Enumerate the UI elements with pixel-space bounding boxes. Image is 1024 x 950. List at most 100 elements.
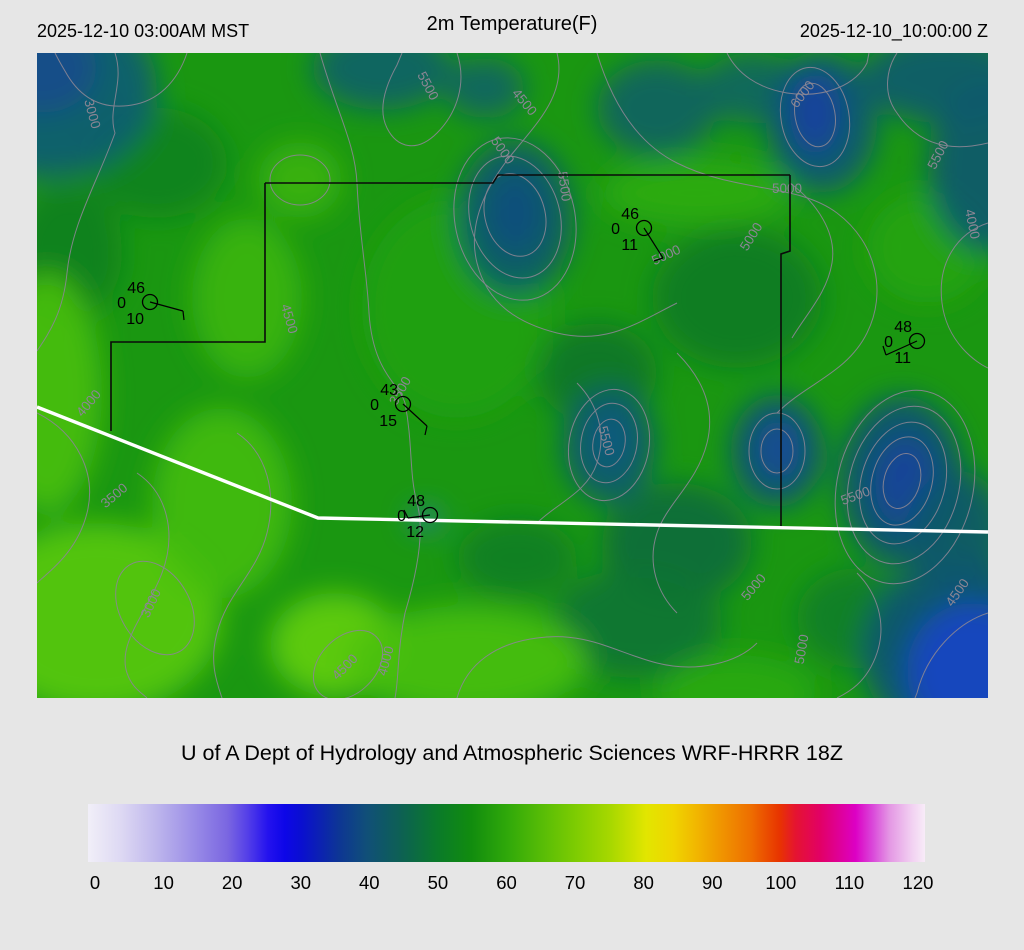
colorbar-tick-label: 10 xyxy=(153,872,174,893)
station-windspeed: 11 xyxy=(621,237,638,254)
station-dewpoint: 0 xyxy=(397,508,406,525)
highway-line xyxy=(37,405,988,534)
station-windspeed: 10 xyxy=(126,311,144,328)
station-dewpoint: 0 xyxy=(117,295,126,312)
field-blobs xyxy=(37,53,988,698)
contour-ring xyxy=(870,436,934,526)
contour-label: 4000 xyxy=(962,208,983,241)
field-blob xyxy=(597,60,717,156)
contour-line xyxy=(789,182,834,339)
field-blob xyxy=(192,218,302,378)
colorbar-tick-label: 20 xyxy=(221,872,243,893)
weather-map: 3000 5500 4500 5000 5500 6000 5500 4000 5000 5000… xyxy=(37,53,988,698)
wind-barb-flag xyxy=(424,425,428,436)
wind-barb-flag xyxy=(882,345,887,356)
contour-line xyxy=(836,572,882,698)
contour-ring xyxy=(580,402,638,484)
field-blob xyxy=(347,606,587,698)
contour-line xyxy=(456,636,758,698)
colorbar-tick-label: 40 xyxy=(359,872,380,893)
station-windspeed: 11 xyxy=(894,350,911,367)
contour-line xyxy=(213,432,272,698)
contour-line xyxy=(596,53,878,414)
station-windspeed: 15 xyxy=(379,413,397,430)
page-title: 2m Temperature(F) xyxy=(426,13,598,35)
contour-line xyxy=(914,612,988,698)
colorbar-tick-labels: 0 10 20 30 40 50 60 70 80 90 100 110 120 xyxy=(88,872,934,900)
colorbar-tick-label: 30 xyxy=(290,872,312,893)
contour-line xyxy=(887,53,988,148)
contour-ring xyxy=(269,154,331,206)
colorbar-tick-label: 60 xyxy=(496,872,517,893)
wind-barb-flag xyxy=(403,509,409,519)
field-blob xyxy=(445,58,525,118)
station-temperature: 46 xyxy=(127,280,145,297)
contour-ring xyxy=(748,412,806,490)
field-blob xyxy=(37,53,97,113)
contour-ring xyxy=(592,418,626,468)
contour-ring xyxy=(760,428,794,474)
contour-label: 5000 xyxy=(792,633,812,665)
colorbar-tick-label: 70 xyxy=(564,872,586,893)
contour-ring xyxy=(794,82,836,148)
contour-line xyxy=(37,53,119,352)
contour-ring xyxy=(882,453,922,509)
contour-line xyxy=(473,53,678,337)
colorbar-tick-label: 120 xyxy=(902,872,934,893)
contour-ring xyxy=(779,66,851,168)
temperature-colorbar xyxy=(88,804,925,862)
station-windspeed: 12 xyxy=(406,524,424,541)
colorbar-tick-label: 100 xyxy=(765,872,797,893)
station-dewpoint: 0 xyxy=(611,221,620,238)
contour-ring xyxy=(312,629,384,698)
contour-line xyxy=(536,382,602,524)
field-blob xyxy=(37,273,102,513)
wind-barb-shaft xyxy=(407,514,431,519)
wind-barb-shaft xyxy=(402,403,428,427)
contour-line xyxy=(37,412,91,584)
field-blob xyxy=(757,419,801,479)
field-blob xyxy=(789,71,841,155)
county-border xyxy=(110,183,266,431)
field-blob xyxy=(312,53,452,110)
station-circle xyxy=(908,332,926,350)
field-blob xyxy=(652,228,822,368)
field-blob xyxy=(907,603,988,698)
wind-barb-flag xyxy=(182,310,185,321)
field-blob xyxy=(552,568,722,678)
station-circle xyxy=(394,395,412,413)
contour-label: 5000 xyxy=(772,181,802,196)
field-blob xyxy=(487,171,543,255)
colorbar-tick-label: 110 xyxy=(834,872,865,893)
valid-time-local: 2025-12-10 03:00AM MST xyxy=(37,21,250,41)
valid-time-utc: 2025-12-10_10:00:00 Z xyxy=(799,21,988,41)
station-temperature: 48 xyxy=(407,493,425,510)
county-borders xyxy=(110,174,791,527)
station-temperature: 46 xyxy=(621,206,639,223)
field-blob xyxy=(457,518,577,598)
station-circle xyxy=(421,506,439,524)
contour-ring xyxy=(846,405,962,565)
contour-ring xyxy=(453,137,577,301)
colorbar-tick-label: 0 xyxy=(89,872,101,893)
field-blob xyxy=(258,142,342,218)
station-dewpoint: 0 xyxy=(370,397,379,414)
colorbar-tick-label: 50 xyxy=(427,872,449,893)
station-temperature: 43 xyxy=(380,382,398,399)
station-dewpoint: 0 xyxy=(884,334,893,351)
contour-line xyxy=(652,352,711,614)
credit-line: U of A Dept of Hydrology and Atmospheric… xyxy=(181,741,843,765)
contour-line xyxy=(726,53,870,95)
contour-line xyxy=(382,53,462,147)
field-blob xyxy=(928,83,988,253)
station-circle xyxy=(635,219,653,237)
wind-barb-shaft xyxy=(885,340,918,356)
field-blob xyxy=(152,408,292,598)
